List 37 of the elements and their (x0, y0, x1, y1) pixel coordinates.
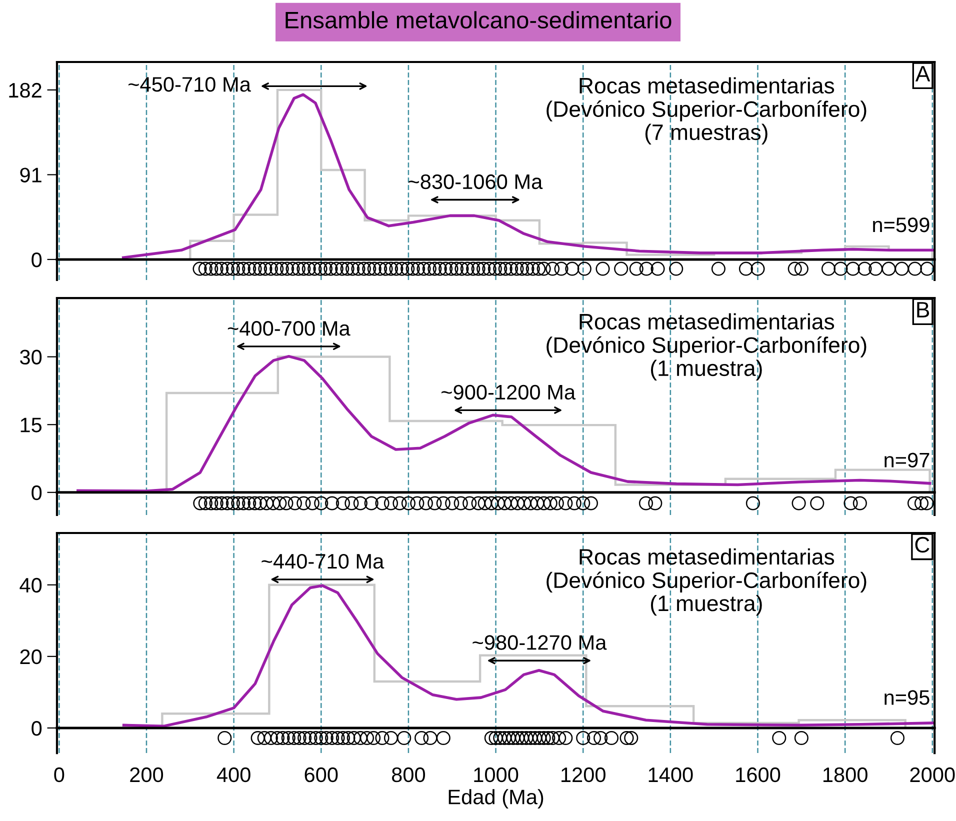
annotation: ~980-1270 Ma (472, 635, 607, 650)
x-tick-label: 800 (392, 767, 426, 782)
y-tick-label: 0 (32, 485, 42, 500)
x-tick-label: 200 (130, 767, 164, 782)
annotation: Rocas metasedimentarias (Devónico Superior-Carbonífero) (7 muestras) (546, 77, 866, 145)
y-tick-label: 91 (20, 168, 42, 182)
x-tick-label: 1800 (823, 767, 868, 782)
annotation: n=97 (884, 452, 930, 468)
annotation: ~450-710 Ma (128, 77, 251, 92)
y-tick-label: 0 (32, 252, 42, 268)
y-tick-label: 20 (20, 649, 42, 664)
x-tick-label: 1200 (562, 767, 606, 782)
x-tick-label: 1600 (736, 767, 780, 782)
annotation: ~830-1060 Ma (408, 174, 543, 190)
annotation: ~400-700 Ma (228, 321, 350, 336)
annotation: A (915, 66, 930, 82)
x-tick-label: 400 (216, 767, 250, 782)
annotation: n=95 (884, 690, 930, 705)
annotation: Rocas metasedimentarias (Devónico Superior-Carbonífero) (1 muestra) (546, 548, 866, 616)
annotation: ~440-710 Ma (262, 554, 384, 569)
x-tick-label: 1400 (648, 767, 693, 782)
annotation: C (915, 536, 930, 553)
y-tick-label: 0 (32, 720, 42, 736)
annotation: ~900-1200 Ma (442, 384, 576, 400)
x-axis-title: Edad (Ma) (448, 789, 544, 808)
x-tick-label: 1000 (474, 767, 518, 782)
annotation: Rocas metasedimentarias (Devónico Superior-Carbonífero) (1 muestra) (546, 313, 866, 380)
x-tick-label: 0 (54, 767, 64, 782)
annotation: B (917, 302, 930, 318)
x-tick-label: 2000 (910, 767, 955, 782)
y-tick-label: 30 (20, 350, 42, 365)
y-tick-label: 40 (20, 578, 42, 593)
y-tick-label: 15 (20, 418, 42, 432)
y-tick-label: 182 (9, 82, 42, 98)
x-tick-label: 600 (304, 767, 338, 782)
chart-title: Ensamble metavolcano-sedimentario (286, 11, 672, 29)
annotation: n=599 (873, 217, 930, 232)
